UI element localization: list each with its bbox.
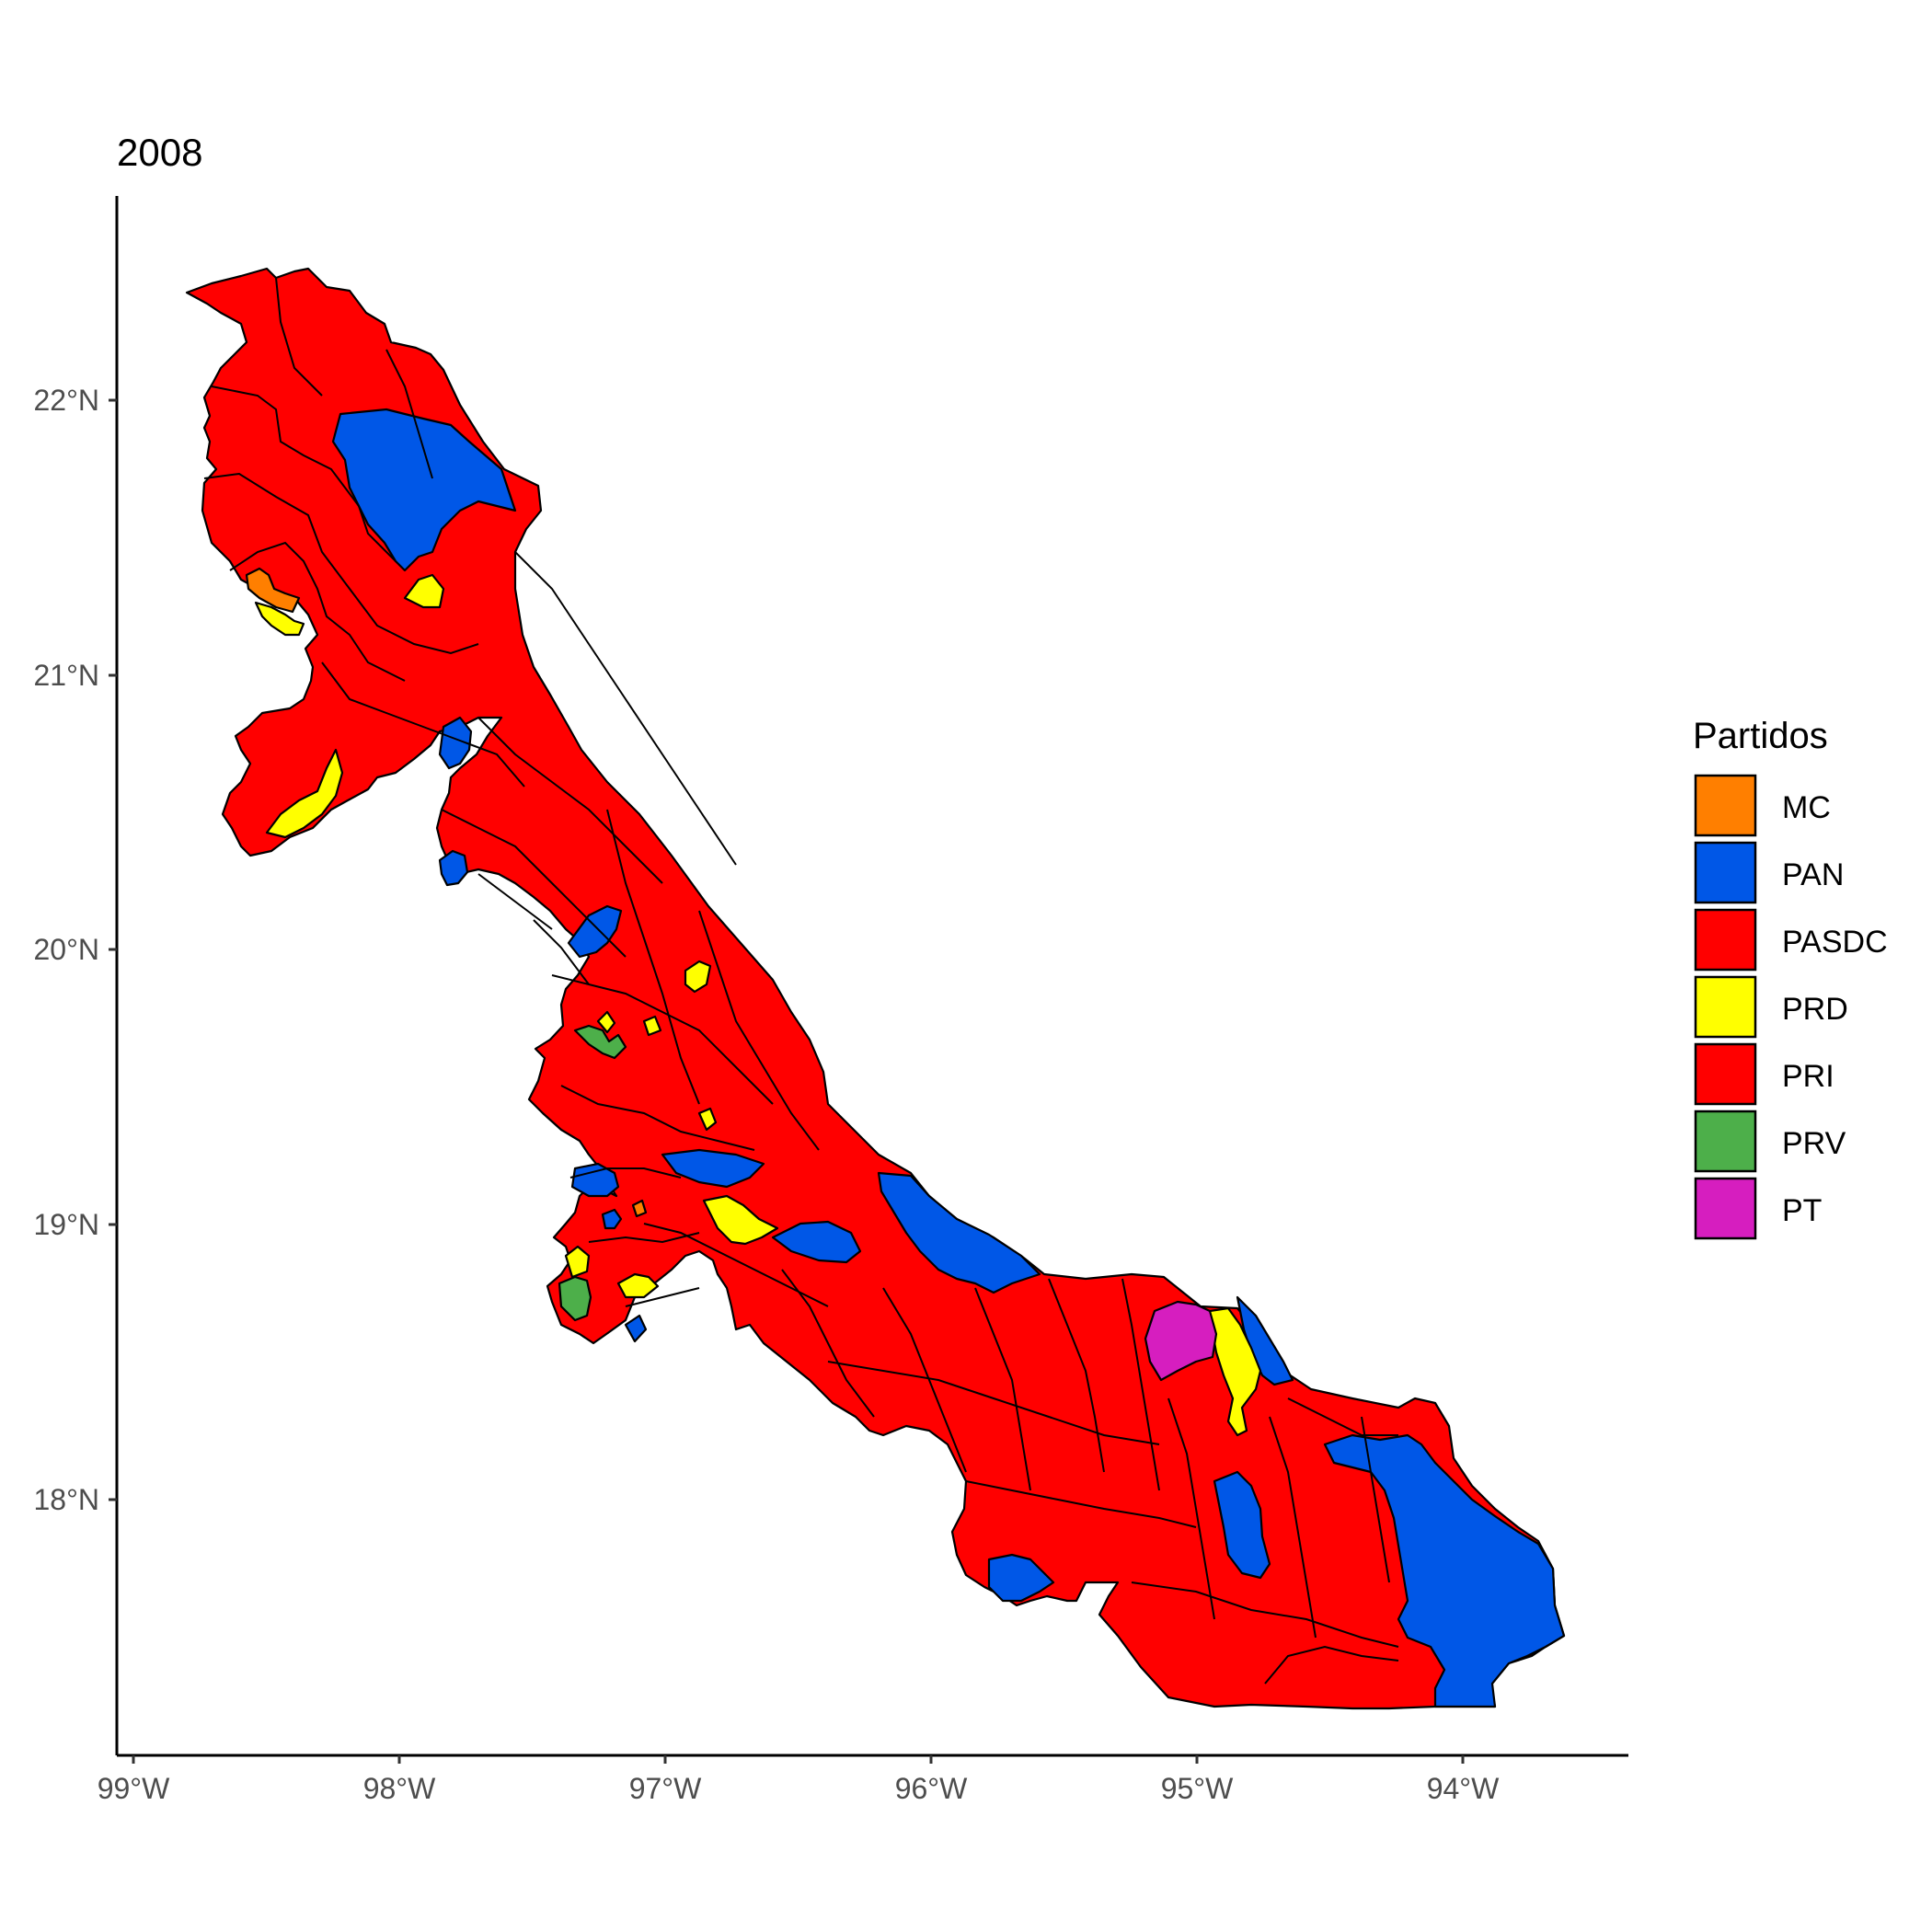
legend-swatch-prv xyxy=(1694,1110,1757,1173)
legend-label: PRV xyxy=(1782,1126,1846,1161)
municipality-prd xyxy=(596,1010,616,1034)
municipal-borders xyxy=(203,277,1399,1685)
municipality-mc xyxy=(631,1199,648,1218)
municipality-pan xyxy=(601,1208,623,1230)
municipality-pan xyxy=(1213,1470,1271,1580)
legend-entry: PRI xyxy=(1694,1042,1834,1106)
x-tick-label: 97°W xyxy=(629,1772,702,1805)
legend-swatch-pasdc xyxy=(1694,908,1757,972)
y-tick-label: 21°N xyxy=(34,659,100,692)
municipality-pan xyxy=(570,1162,620,1198)
municipality-pan xyxy=(877,1171,1041,1294)
x-tick-label: 98°W xyxy=(363,1772,436,1805)
axes xyxy=(115,196,1628,1757)
legend-label: MC xyxy=(1782,790,1831,825)
municipality-mc xyxy=(245,567,301,614)
legend-swatch-pri xyxy=(1694,1042,1757,1106)
municipality-prd xyxy=(616,1272,660,1299)
legend-label: PASDC xyxy=(1782,925,1888,960)
municipality-pan xyxy=(624,1314,648,1343)
legend-label: PRD xyxy=(1782,992,1848,1027)
municipality-prd xyxy=(684,960,712,994)
municipality-prd xyxy=(642,1015,662,1037)
map-title: 2008 xyxy=(117,131,202,174)
legend-swatch-pt xyxy=(1694,1177,1757,1240)
veracruz-map xyxy=(185,267,1566,1710)
legend-entry: PASDC xyxy=(1694,908,1888,972)
legend-entry: MC xyxy=(1694,774,1831,837)
legend-swatch-pan xyxy=(1694,841,1757,904)
legend-swatch-mc xyxy=(1694,774,1757,837)
municipality-pan xyxy=(661,1148,765,1189)
y-tick-label: 20°N xyxy=(34,933,100,966)
y-tick-label: 22°N xyxy=(34,384,100,417)
municipality-prd xyxy=(265,748,344,839)
legend-entry: PRD xyxy=(1694,975,1848,1039)
legend-label: PT xyxy=(1782,1193,1822,1228)
municipality-prd xyxy=(254,601,305,637)
legend-label: PAN xyxy=(1782,857,1844,892)
municipality-pan xyxy=(438,716,473,770)
municipality-pan xyxy=(987,1553,1055,1603)
y-tick-label: 18°N xyxy=(34,1483,100,1516)
legend-title: Partidos xyxy=(1693,716,1828,756)
municipality-pt xyxy=(1144,1300,1218,1382)
legend-entry: PRV xyxy=(1694,1110,1846,1173)
municipality-prd xyxy=(702,1194,779,1246)
legend-label: PRI xyxy=(1782,1059,1834,1094)
municipality-pan xyxy=(1323,1433,1566,1708)
legend: Partidos MC PAN PASDC PRD PRI PRV PT xyxy=(1693,716,1888,1240)
municipality-pan xyxy=(771,1220,862,1264)
x-tick-label: 96°W xyxy=(895,1772,968,1805)
y-ticks: 22°N 21°N 20°N 19°N 18°N xyxy=(34,384,117,1516)
municipality-pan xyxy=(331,408,517,572)
municipality-prd xyxy=(1208,1306,1262,1437)
x-ticks: 99°W 98°W 97°W 96°W 95°W 94°W xyxy=(98,1755,1500,1805)
municipality-prd xyxy=(564,1245,591,1279)
x-tick-label: 95°W xyxy=(1161,1772,1234,1805)
y-tick-label: 19°N xyxy=(34,1208,100,1241)
municipality-prd xyxy=(697,1107,718,1132)
legend-swatch-prd xyxy=(1694,975,1757,1039)
municipality-pan xyxy=(567,904,623,959)
municipality-prv xyxy=(558,1275,592,1322)
legend-entry: PT xyxy=(1694,1177,1822,1240)
legend-entry: PAN xyxy=(1694,841,1844,904)
x-tick-label: 99°W xyxy=(98,1772,170,1805)
x-tick-label: 94°W xyxy=(1427,1772,1500,1805)
municipality-prd xyxy=(403,573,445,609)
municipality-prv xyxy=(573,1024,627,1060)
municipality-pan xyxy=(438,849,469,887)
